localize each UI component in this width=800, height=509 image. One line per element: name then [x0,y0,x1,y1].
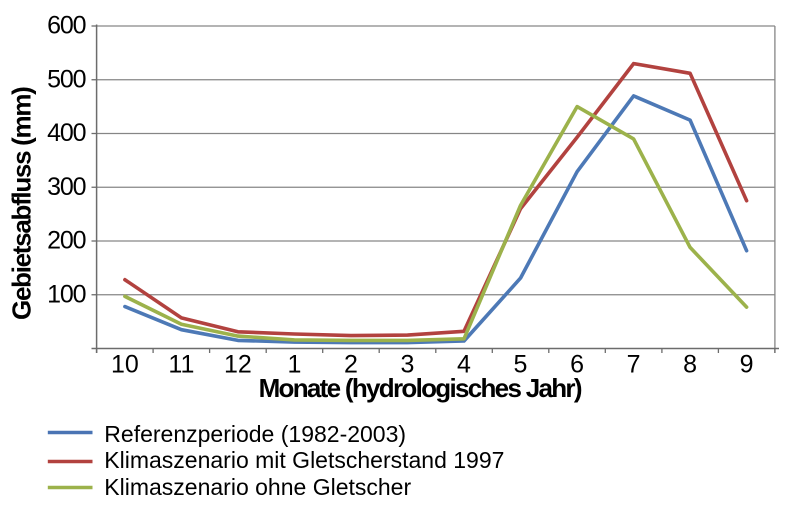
svg-text:Klimaszenario ohne Gletscher: Klimaszenario ohne Gletscher [104,474,411,500]
svg-text:2: 2 [344,351,358,379]
svg-text:300: 300 [47,173,85,201]
svg-text:7: 7 [627,351,641,379]
svg-text:Klimaszenario mit Gletschersta: Klimaszenario mit Gletscherstand 1997 [104,447,504,473]
svg-text:9: 9 [740,351,754,379]
svg-text:12: 12 [224,351,252,379]
svg-text:600: 600 [47,12,85,40]
svg-text:100: 100 [47,280,85,308]
svg-text:400: 400 [47,119,85,147]
svg-text:1: 1 [287,351,301,379]
svg-text:Monate (hydrologisches Jahr): Monate (hydrologisches Jahr) [259,373,582,403]
svg-text:3: 3 [401,351,415,379]
svg-text:4: 4 [457,351,471,379]
svg-text:Gebietsabfluss (mm): Gebietsabfluss (mm) [6,87,36,320]
svg-text:6: 6 [570,351,584,379]
svg-text:11: 11 [168,351,194,379]
svg-text:500: 500 [47,65,85,93]
svg-text:5: 5 [514,351,528,379]
svg-text:10: 10 [111,351,139,379]
svg-text:Referenzperiode (1982-2003): Referenzperiode (1982-2003) [104,421,406,447]
svg-text:8: 8 [683,351,697,379]
svg-text:200: 200 [47,227,85,255]
